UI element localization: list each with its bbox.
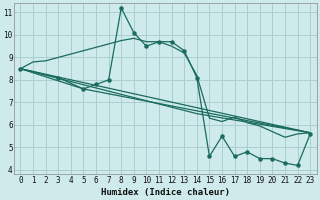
X-axis label: Humidex (Indice chaleur): Humidex (Indice chaleur): [101, 188, 230, 197]
